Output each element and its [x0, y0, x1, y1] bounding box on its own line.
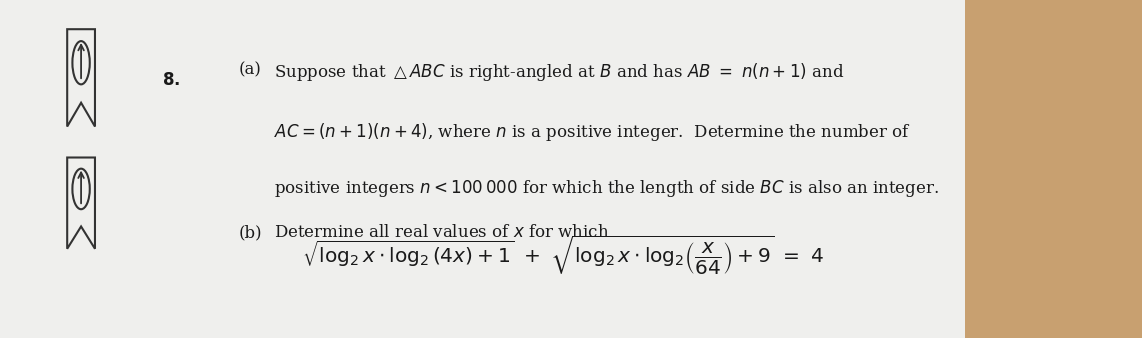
Text: positive integers $n < 100\,000$ for which the length of side $BC$ is also an in: positive integers $n < 100\,000$ for whi… — [274, 178, 939, 199]
Text: (b): (b) — [239, 224, 262, 241]
Text: $\mathbf{8.}$: $\mathbf{8.}$ — [162, 72, 180, 89]
Bar — [0, 0, 965, 338]
Text: Determine all real values of $x$ for which: Determine all real values of $x$ for whi… — [274, 224, 609, 241]
Text: (a): (a) — [239, 62, 262, 78]
Text: $\sqrt{\log_2 x \cdot \log_2(4x)+1}\ +\ \sqrt{\log_2 x \cdot \log_2\!\left(\dfra: $\sqrt{\log_2 x \cdot \log_2(4x)+1}\ +\ … — [303, 234, 825, 277]
Text: Suppose that $\triangle ABC$ is right-angled at $B$ and has $AB\ =\ n(n+1)$ and: Suppose that $\triangle ABC$ is right-an… — [274, 62, 844, 83]
Text: $AC = (n+1)(n+4)$, where $n$ is a positive integer.  Determine the number of: $AC = (n+1)(n+4)$, where $n$ is a positi… — [274, 121, 910, 143]
